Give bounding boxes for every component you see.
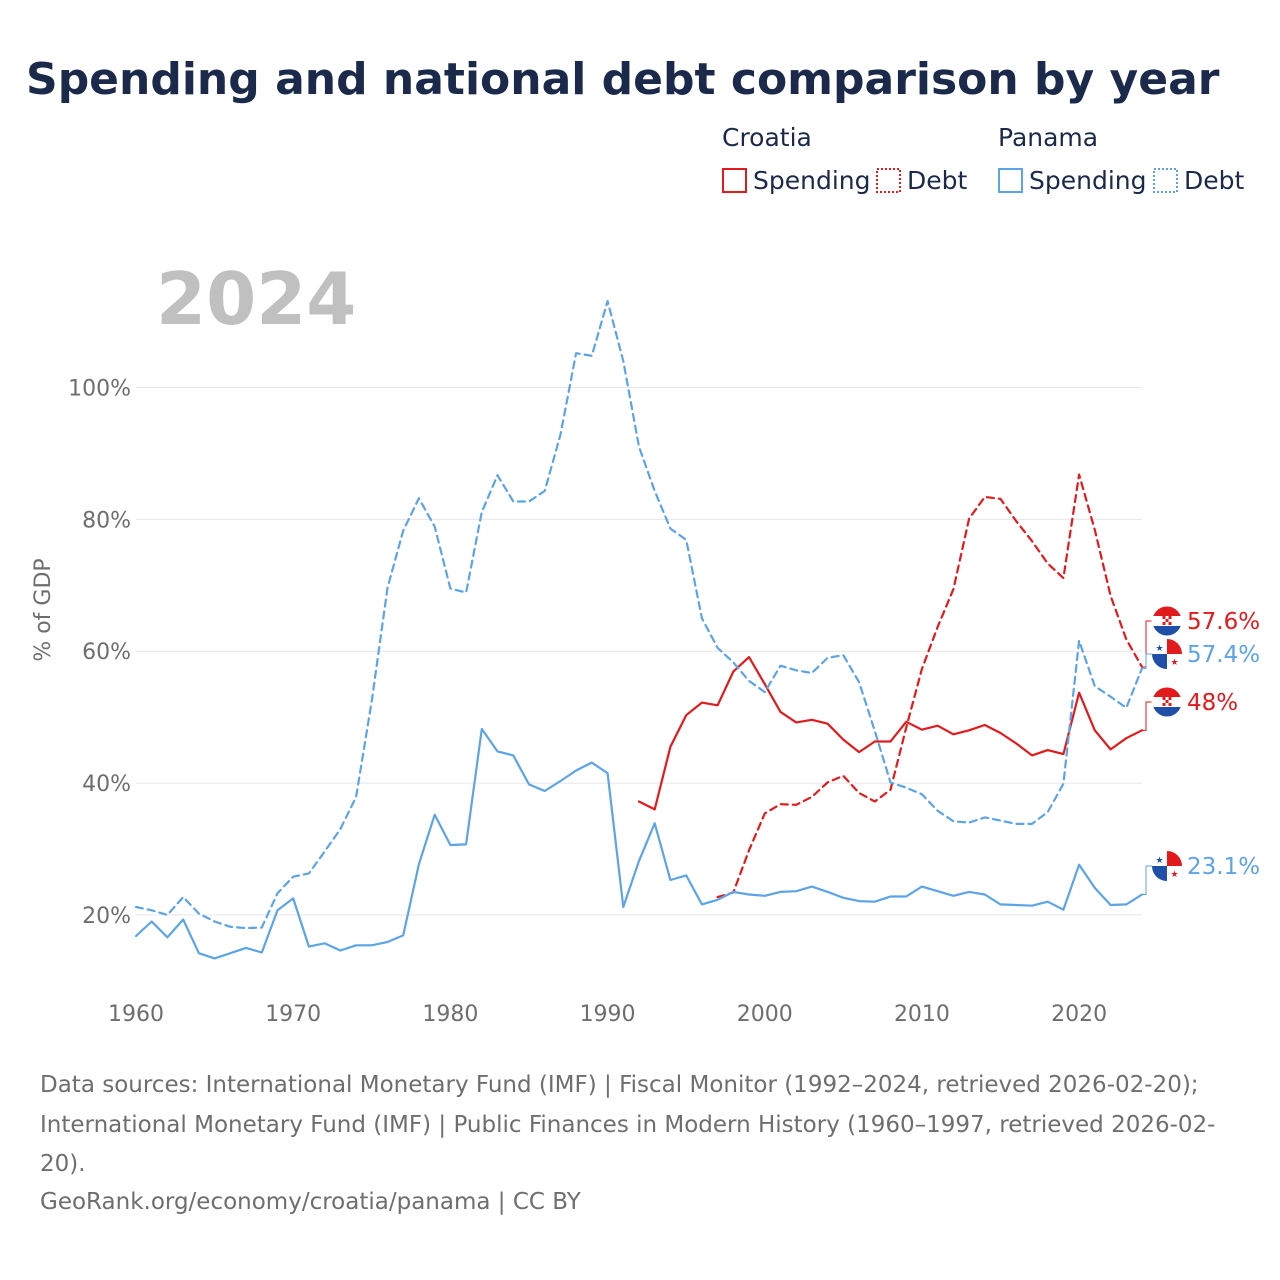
end-value-label: 57.4% — [1187, 642, 1260, 668]
flag-shield-square — [1162, 697, 1166, 700]
flag-shield-square — [1165, 700, 1169, 703]
flag-shield-square — [1162, 700, 1166, 703]
footer: Data sources: International Monetary Fun… — [40, 1072, 1215, 1215]
flag-shield-square — [1165, 616, 1169, 619]
flag-shield-square — [1162, 616, 1166, 619]
end-value-label: 48% — [1187, 690, 1238, 716]
y-tick-label: 60% — [82, 640, 131, 665]
x-tick-label: 1970 — [265, 1002, 321, 1027]
flag-border — [1151, 605, 1183, 637]
legend-label-panama-spending: Spending — [1029, 166, 1147, 195]
chart-title: Spending and national debt comparison by… — [26, 54, 1220, 105]
flag-shield-square — [1168, 616, 1172, 619]
flag-star-blue: ★ — [1155, 856, 1163, 866]
flag-shield-square — [1168, 622, 1172, 625]
legend-label-croatia-spending: Spending — [753, 166, 871, 195]
gridlines — [136, 386, 1142, 916]
legend-label-croatia-debt: Debt — [907, 166, 968, 195]
flag-shield-square — [1162, 619, 1166, 622]
footer-source-line-1: Data sources: International Monetary Fun… — [40, 1072, 1199, 1098]
legend-swatch-croatia-debt — [876, 168, 901, 193]
flag-star-red: ★ — [1170, 658, 1178, 668]
end-label-connector — [1142, 653, 1152, 669]
flag-stripe-red — [1152, 606, 1182, 616]
flag-shield-square — [1168, 703, 1172, 706]
end-value-label: 57.6% — [1187, 609, 1260, 635]
x-tick-label: 1960 — [108, 1002, 164, 1027]
series — [134, 300, 1144, 960]
flag-quarter-blue — [1152, 654, 1167, 669]
flag-shield-square — [1162, 703, 1166, 706]
flag-shield-square — [1168, 619, 1172, 622]
x-tick-label: 2010 — [894, 1002, 950, 1027]
flag-star-red: ★ — [1170, 870, 1178, 880]
series-line-croatia-spending — [637, 655, 1144, 811]
series-line-panama-debt — [134, 300, 1144, 930]
y-tick-label: 20% — [82, 904, 131, 929]
series-line-croatia-debt — [716, 473, 1144, 899]
footer-source-line-3: 20). — [40, 1151, 86, 1177]
flag-stripe-red — [1152, 687, 1182, 697]
legend-swatch-panama-spending — [998, 168, 1023, 193]
x-tick-label: 1990 — [580, 1002, 636, 1027]
flag-shield-square — [1165, 697, 1169, 700]
y-tick-label: 100% — [68, 376, 131, 401]
flag-quarter-blue — [1152, 866, 1167, 881]
y-axis-label: % of GDP — [31, 558, 56, 661]
end-label-connector — [1142, 620, 1152, 668]
y-tick-label: 40% — [82, 772, 131, 797]
legend: Croatia Spending Debt Panama Spending De… — [722, 123, 1245, 195]
flag-shield-square — [1165, 622, 1169, 625]
flag-shield-square — [1165, 703, 1169, 706]
panama-flag-icon: ★★ — [1152, 639, 1182, 669]
flag-star-blue: ★ — [1155, 644, 1163, 654]
x-tick-label: 2020 — [1051, 1002, 1107, 1027]
legend-swatch-panama-debt — [1153, 168, 1178, 193]
legend-label-panama-debt: Debt — [1184, 166, 1245, 195]
flag-stripe-blue — [1152, 626, 1182, 636]
flag-shield-square — [1168, 700, 1172, 703]
footer-source-line-2: International Monetary Fund (IMF) | Publ… — [40, 1112, 1215, 1138]
end-label-connector — [1142, 865, 1152, 895]
end-label-connector — [1142, 701, 1152, 731]
series-line-panama-spending — [134, 727, 1144, 960]
legend-group-croatia: Croatia — [722, 123, 812, 152]
legend-group-panama: Panama — [998, 123, 1098, 152]
x-tick-label: 1980 — [422, 1002, 478, 1027]
y-ticks: 20% 40% 60% 80% 100% — [68, 376, 131, 928]
y-tick-label: 80% — [82, 508, 131, 533]
flag-shield-square — [1165, 619, 1169, 622]
flag-shield-square — [1162, 622, 1166, 625]
flag-shield-square — [1168, 697, 1172, 700]
end-labels: 57.6%★★ 57.4%48%★★ 23.1% — [1142, 605, 1260, 895]
croatia-flag-icon — [1151, 605, 1183, 637]
croatia-flag-icon — [1151, 686, 1183, 718]
x-tick-label: 2000 — [737, 1002, 793, 1027]
end-value-label: 23.1% — [1187, 854, 1260, 880]
footer-attribution[interactable]: GeoRank.org/economy/croatia/panama | CC … — [40, 1189, 582, 1215]
x-ticks: 1960 1970 1980 1990 2000 2010 2020 — [108, 1002, 1107, 1027]
flag-quarter-red — [1167, 851, 1182, 866]
flag-border — [1151, 686, 1183, 718]
panama-flag-icon: ★★ — [1152, 851, 1182, 881]
legend-swatch-croatia-spending — [722, 168, 747, 193]
flag-quarter-red — [1167, 639, 1182, 654]
flag-stripe-blue — [1152, 707, 1182, 717]
year-watermark: 2024 — [156, 257, 356, 341]
